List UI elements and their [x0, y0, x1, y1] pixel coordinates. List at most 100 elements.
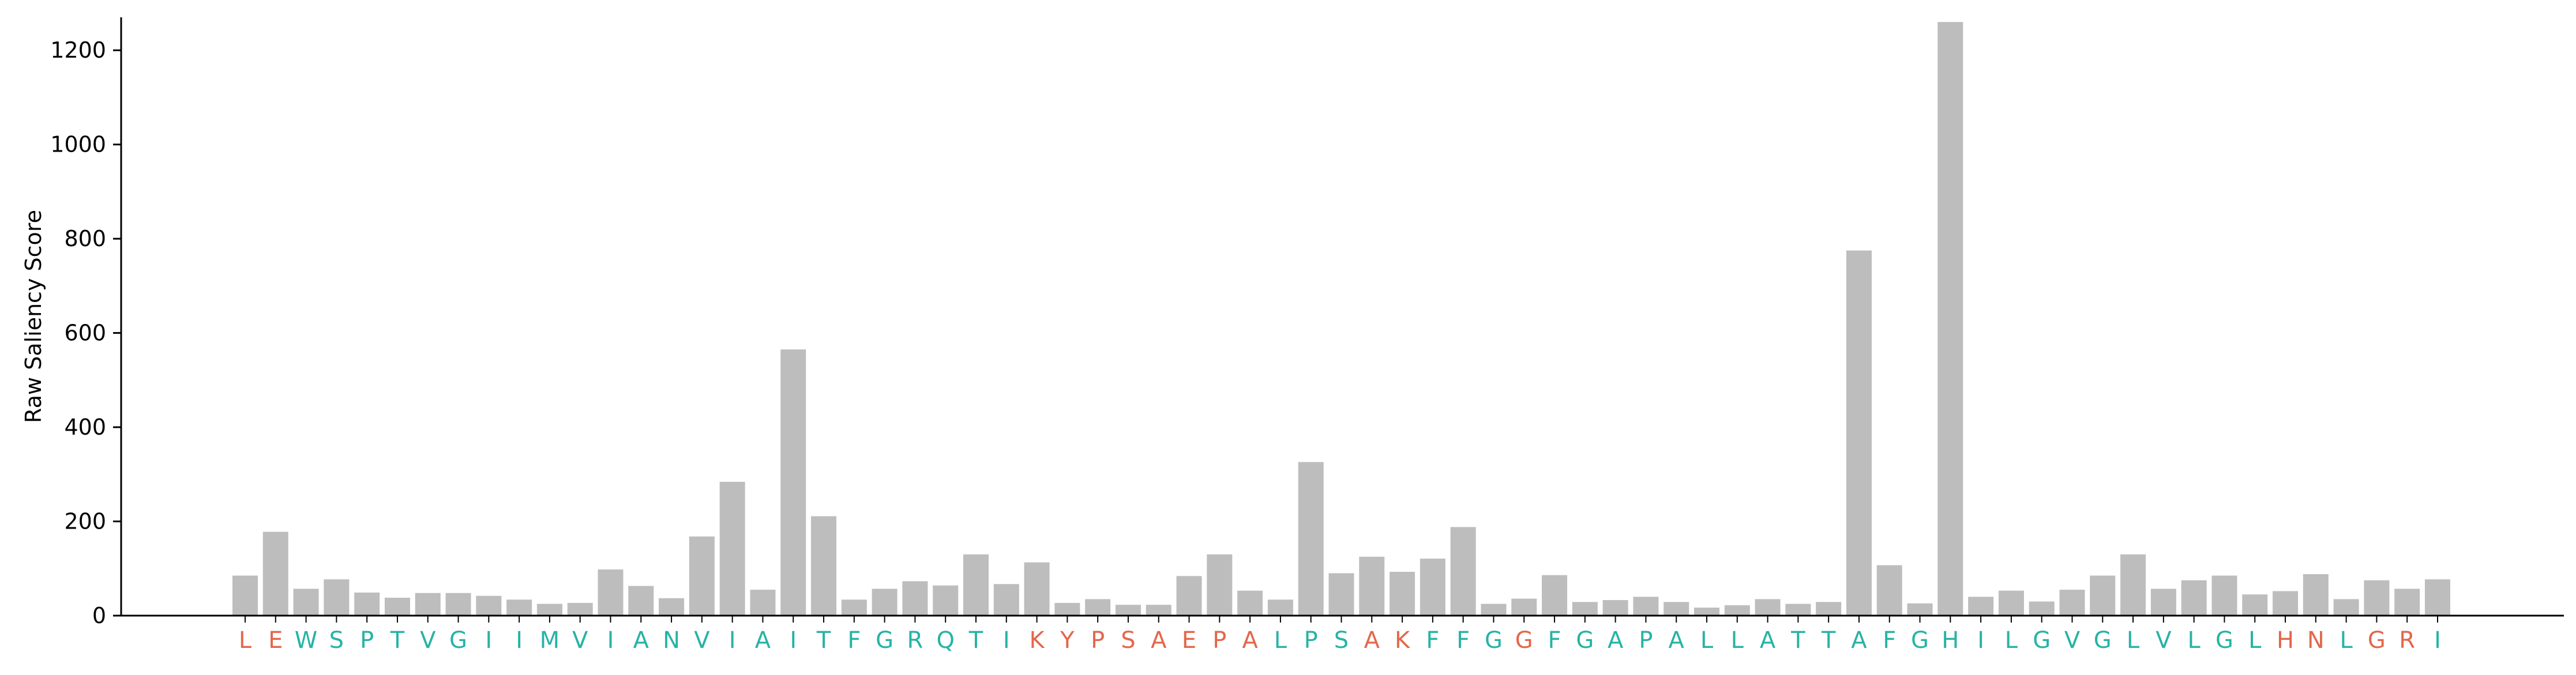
- y-tick-label-0: 0: [92, 603, 106, 628]
- x-tick-label-0: L: [239, 627, 252, 654]
- x-tick-label-1: E: [268, 627, 283, 654]
- y-axis-label: Raw Saliency Score: [21, 210, 46, 423]
- x-tick-label-37: A: [1364, 627, 1380, 654]
- y-tick-label-2: 400: [64, 414, 106, 440]
- x-tick-label-19: T: [816, 627, 831, 654]
- bar-52: [1816, 602, 1842, 616]
- bar-65: [2211, 575, 2237, 616]
- x-tick-label-36: S: [1334, 627, 1349, 654]
- bar-56: [1937, 22, 1963, 616]
- x-tick-label-50: A: [1760, 627, 1776, 654]
- y-ticks: 0 200 400 600 800 1000 1200: [50, 37, 121, 628]
- x-tick-label-49: L: [1731, 627, 1744, 654]
- bar-34: [1267, 599, 1293, 616]
- x-tick-label-7: G: [449, 627, 467, 654]
- bar-5: [384, 597, 410, 616]
- bar-68: [2303, 574, 2329, 616]
- x-tick-label-35: P: [1304, 627, 1318, 654]
- x-tick-label-44: G: [1576, 627, 1594, 654]
- x-tick-label-9: I: [516, 627, 523, 654]
- bar-8: [476, 595, 502, 616]
- bar-37: [1359, 556, 1385, 616]
- x-tick-label-72: I: [2434, 627, 2441, 654]
- bar-64: [2181, 580, 2207, 616]
- bar-39: [1420, 559, 1445, 616]
- bar-18: [780, 349, 806, 616]
- bar-11: [567, 602, 593, 616]
- x-tick-label-56: H: [1942, 627, 1959, 654]
- bar-54: [1876, 565, 1902, 616]
- x-tick-label-26: K: [1029, 627, 1045, 654]
- bar-55: [1907, 603, 1933, 616]
- x-tick-label-2: W: [295, 627, 318, 654]
- x-tick-label-29: S: [1121, 627, 1135, 654]
- bar-72: [2425, 579, 2450, 616]
- bar-31: [1176, 576, 1202, 616]
- bar-50: [1755, 599, 1781, 616]
- x-tick-label-18: I: [790, 627, 797, 654]
- x-tick-label-70: G: [2368, 627, 2386, 654]
- bar-51: [1785, 604, 1811, 616]
- bar-49: [1724, 605, 1750, 616]
- x-tick-label-32: P: [1212, 627, 1226, 654]
- bar-47: [1663, 602, 1689, 616]
- y-tick-label-1: 200: [64, 509, 106, 534]
- x-tick-label-34: L: [1274, 627, 1287, 654]
- bar-13: [628, 586, 654, 616]
- bar-67: [2273, 591, 2299, 616]
- x-tick-label-66: L: [2248, 627, 2262, 654]
- x-tick-label-33: A: [1242, 627, 1258, 654]
- bar-2: [293, 589, 319, 616]
- x-tick-label-16: I: [729, 627, 736, 654]
- bar-35: [1298, 462, 1324, 616]
- bar-42: [1511, 598, 1537, 616]
- bar-45: [1602, 600, 1628, 616]
- bar-59: [2029, 601, 2055, 616]
- bar-17: [750, 590, 776, 616]
- bar-69: [2333, 599, 2359, 616]
- bar-26: [1024, 562, 1050, 616]
- bar-32: [1207, 554, 1233, 616]
- x-tick-label-65: G: [2215, 627, 2233, 654]
- bar-58: [1998, 590, 2024, 616]
- x-tick-label-57: I: [1977, 627, 1984, 654]
- bar-9: [506, 599, 532, 616]
- bar-24: [963, 554, 989, 616]
- x-tick-label-46: P: [1639, 627, 1653, 654]
- bar-20: [841, 599, 867, 616]
- bar-27: [1054, 602, 1080, 616]
- bar-62: [2120, 554, 2146, 616]
- bar-44: [1572, 602, 1598, 616]
- x-tick-label-58: L: [2005, 627, 2018, 654]
- x-tick-label-45: A: [1608, 627, 1624, 654]
- x-tick-label-30: A: [1151, 627, 1167, 654]
- x-tick-label-63: V: [2156, 627, 2172, 654]
- bar-36: [1328, 573, 1354, 616]
- x-tick-label-59: G: [2033, 627, 2051, 654]
- bar-7: [445, 593, 471, 616]
- x-tick-label-24: T: [968, 627, 983, 654]
- bar-60: [2059, 590, 2085, 616]
- bar-21: [872, 589, 898, 616]
- bar-48: [1694, 608, 1719, 616]
- x-tick-label-4: P: [360, 627, 374, 654]
- bar-1: [262, 531, 288, 616]
- x-tick-label-42: G: [1515, 627, 1533, 654]
- x-tick-label-69: L: [2340, 627, 2353, 654]
- x-tick-label-54: F: [1883, 627, 1896, 654]
- x-tick-label-41: G: [1485, 627, 1503, 654]
- x-tick-label-71: R: [2399, 627, 2415, 654]
- x-tick-label-62: L: [2127, 627, 2140, 654]
- bar-19: [811, 516, 837, 616]
- x-tick-label-27: Y: [1060, 627, 1075, 654]
- bar-46: [1633, 597, 1659, 616]
- y-tick-label-6: 1200: [50, 37, 106, 63]
- x-tick-label-17: A: [755, 627, 771, 654]
- bar-66: [2242, 594, 2268, 616]
- x-tick-label-39: F: [1426, 627, 1439, 654]
- bar-71: [2394, 589, 2420, 616]
- x-tick-label-10: M: [540, 627, 560, 654]
- bar-3: [324, 579, 350, 616]
